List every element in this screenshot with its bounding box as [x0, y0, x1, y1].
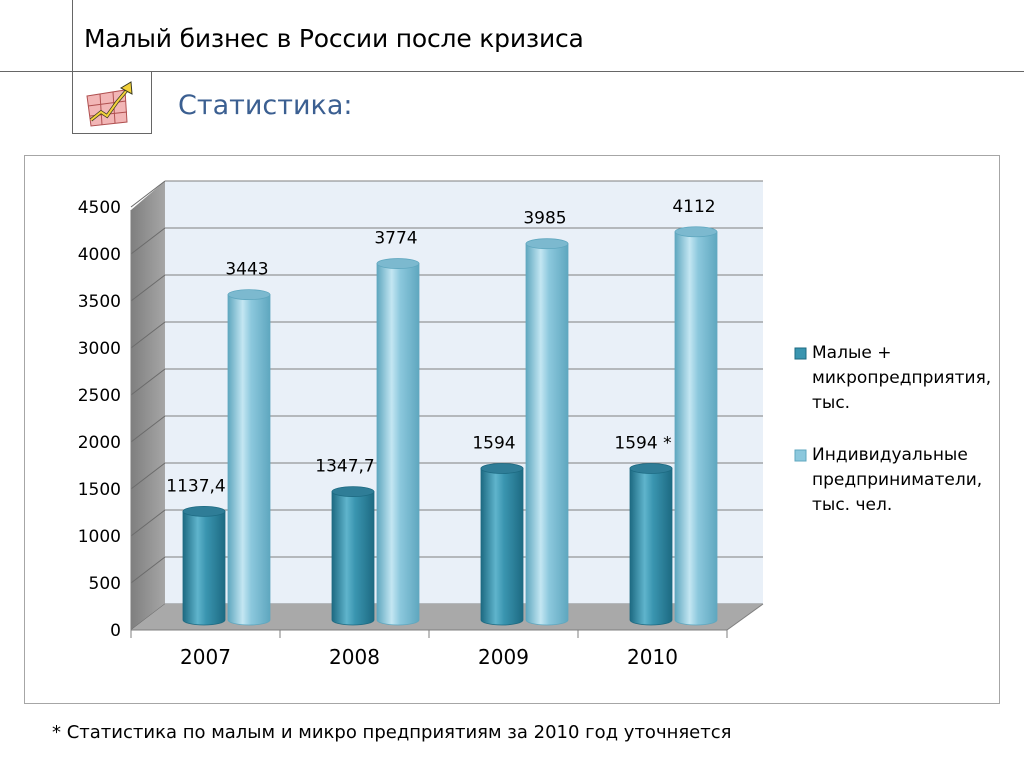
data-label: 3985	[523, 209, 566, 229]
y-tick-label: 2500	[78, 386, 121, 406]
header-vertical-rule	[72, 0, 73, 72]
y-tick-label: 500	[89, 574, 121, 594]
gridline-side	[130, 556, 166, 584]
x-tick-label: 2008	[329, 645, 380, 669]
bar-top	[525, 238, 569, 250]
gridline-side	[130, 415, 166, 443]
bar-top	[182, 505, 226, 517]
bar-body	[376, 263, 420, 626]
legend-label: микропредприятия,	[812, 368, 991, 388]
header-horizontal-rule	[0, 71, 1024, 72]
bar-body	[227, 294, 271, 626]
x-tick-label: 2007	[180, 645, 231, 669]
bar-body	[331, 491, 375, 626]
gridline-side	[130, 462, 166, 490]
bar-entrepreneurs	[525, 238, 569, 626]
y-tick-label: 1000	[78, 527, 121, 547]
bar-entrepreneurs	[376, 258, 420, 626]
bar-top	[674, 226, 718, 238]
legend-label: тыс. чел.	[812, 495, 892, 515]
bar-small-business	[182, 505, 226, 626]
x-axis-depth-line	[726, 603, 764, 631]
bar-small-business	[629, 463, 673, 626]
legend-label: предприниматели,	[812, 470, 982, 490]
x-tick-label: 2009	[478, 645, 529, 669]
bar-entrepreneurs	[674, 226, 718, 626]
section-subtitle: Статистика:	[178, 90, 353, 121]
y-tick-label: 3500	[78, 292, 121, 312]
y-tick-label: 4000	[78, 245, 121, 265]
data-label: 1347,7	[315, 457, 374, 477]
legend-label: Малые +	[812, 343, 891, 363]
gridline-side	[130, 180, 166, 208]
data-label: 3774	[374, 229, 417, 249]
data-label: 1137,4	[166, 476, 225, 496]
legend-label: Индивидуальные	[812, 445, 968, 465]
growth-chart-icon	[86, 81, 133, 127]
bar-body	[480, 468, 524, 626]
gridline-side	[130, 274, 166, 302]
plot-floor	[131, 604, 763, 630]
x-tick-label: 2010	[627, 645, 678, 669]
bar-chart: 0 500 1000 1500 2000 2500 3000 3500 4000 4500 2007…	[78, 180, 991, 669]
gridline-side	[130, 227, 166, 255]
data-label: 1594 *	[614, 433, 671, 453]
footnote: * Статистика по малым и микро предприяти…	[52, 722, 732, 743]
legend-label: тыс.	[812, 393, 850, 413]
bar-body	[629, 468, 673, 626]
gridline-side	[130, 509, 166, 537]
legend-swatch	[794, 347, 807, 360]
icon-box	[72, 72, 152, 134]
bar-small-business	[480, 463, 524, 626]
y-tick-label: 3000	[78, 339, 121, 359]
data-label: 4112	[672, 197, 715, 217]
gridline-side	[130, 368, 166, 396]
data-label: 1594	[472, 433, 515, 453]
y-tick-label: 1500	[78, 480, 121, 500]
legend-swatch	[794, 449, 807, 462]
bar-entrepreneurs	[227, 289, 271, 626]
plot-side-wall	[131, 181, 165, 630]
y-tick-label: 2000	[78, 433, 121, 453]
data-label: 3443	[225, 260, 268, 280]
page-title: Малый бизнес в России после кризиса	[84, 24, 584, 53]
bar-small-business	[331, 486, 375, 626]
bar-top	[629, 463, 673, 474]
bar-top	[227, 289, 271, 301]
bar-top	[480, 463, 524, 474]
gridline-side	[130, 321, 166, 349]
bar-body	[182, 510, 226, 626]
y-tick-label: 0	[110, 621, 121, 641]
bar-body	[674, 231, 718, 626]
chart-frame: 0 500 1000 1500 2000 2500 3000 3500 4000 4500 2007…	[24, 155, 1000, 704]
bar-top	[331, 486, 375, 498]
bar-body	[525, 243, 569, 626]
bar-top	[376, 258, 420, 269]
y-tick-label: 4500	[78, 198, 121, 218]
